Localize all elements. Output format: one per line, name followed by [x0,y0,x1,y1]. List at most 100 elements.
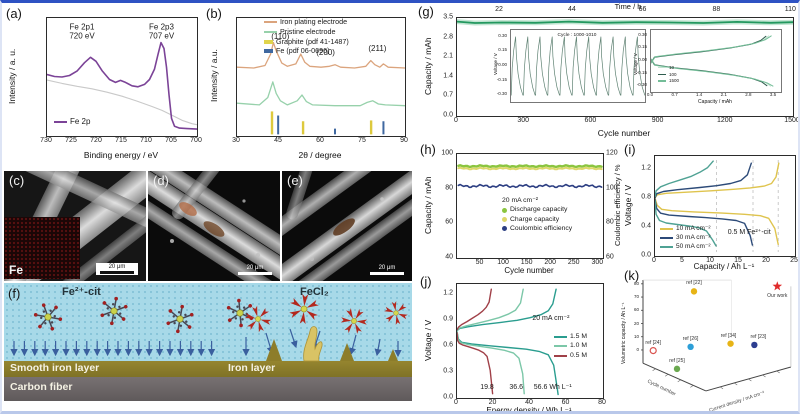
legend-swatch [502,207,507,213]
scale-bar-line [100,271,134,274]
series-line [457,332,494,395]
panel-j-energy-density: (j) Voltage / V 1.5 M 1.0 M 0.5 M Energy d… [418,271,624,414]
tick-label: 110 [784,6,796,13]
tick-label: 44 [568,6,576,13]
tick-label: 700 [190,137,202,144]
panel-label-e: (e) [287,173,303,188]
legend-h: 20 mA cm⁻² Discharge capacity Charge capac… [502,197,572,233]
tick-label: 0 [636,346,639,352]
legend-item: Pristine electrode [264,27,349,36]
tick-label: 0.7 [443,91,453,99]
panel-label-j: (j) [420,274,432,289]
scale-bar-line [370,272,404,275]
tick-label: 0.0 [641,251,651,259]
y-axis-label: Capacity / mAh [423,176,433,234]
capacity-voltage-inset [650,29,782,93]
tick-label: 22 [495,6,503,13]
legend-item: Fe (pdf 06-0696) [264,47,349,55]
tick-label: 0 [652,257,656,264]
series-line [655,198,754,246]
tick-label: 50 [475,259,484,266]
series-line [651,35,772,64]
legend-item: 1.5 M [554,333,587,341]
tick-label: 80 [606,218,614,226]
x-axis-label: Energy density / Wh L⁻¹ [486,406,572,414]
tick-label: 120 [606,149,618,157]
tick-label: 300 [517,117,530,124]
legend-item: 50 mA cm⁻² [660,243,711,250]
panel-label-h: (h) [420,142,436,157]
series-line [655,162,753,199]
carbon-fiber-label: Carbon fiber [10,381,73,393]
tick-label: 60 [561,399,570,406]
annotation: (200) [316,48,335,58]
fe-eds-map-inset: Fe [4,217,80,279]
data-point [690,288,698,295]
tick-label: -0.15 [496,76,507,82]
legend-label: 10 [669,65,675,70]
annotation: 0.5 M Fe²⁺-cit [727,229,771,237]
annotation: 36.6 [509,384,524,392]
legend-label: Iron plating electrode [280,17,348,26]
tick-label: 20 [762,257,770,264]
legend-label: 0.5 M [570,351,587,359]
annotation: Fe 2p3 707 eV [148,22,175,41]
series-line [237,41,405,69]
smooth-iron-layer-label: Smooth iron layer [10,362,100,374]
tick-label: 100 [606,184,618,192]
inset2-x-label: Capacity / mAh [698,99,732,105]
legend-swatch [658,66,666,69]
panel-k-comparison-3d: (k) Volumetric capacity / Ah L⁻¹ Cycle n… [621,269,798,411]
legend-label: Graphite (pdf 41-1487) [276,36,349,46]
data-point-label: ref [23] [750,333,767,340]
data-point [687,343,694,351]
scale-bar: 20 μm [96,263,138,275]
tick-label: 100 [497,259,509,266]
panel-label-f: (f) [8,286,21,301]
data-point-label: ref [26] [682,335,699,342]
legend-label: 100 [669,71,677,77]
y-axis-label: Intensity / a.u. [209,49,219,103]
legend-i: 10 mA cm⁻² 30 mA cm⁻² 50 mA cm⁻² [660,225,711,250]
tick-label: 1.2 [443,289,453,297]
tick-label: 10 [706,257,714,264]
legend-swatch [502,226,507,232]
legend-label: Charge capacity [510,215,560,223]
series-line [511,36,645,96]
series-line [237,81,405,107]
tick-label: 715 [115,137,127,144]
tick-label: 0.15 [498,47,507,53]
capacity-plot [456,153,604,259]
fe-inset-label: Fe [9,263,24,277]
panel-f-schematic: (f) Fe²⁺-cit FeCl₂ Smooth iron layer Iro… [4,283,412,405]
tick-label: 0.30 [638,31,647,37]
series-line [457,331,525,395]
series-line [655,160,714,198]
data-point-label: ref [25] [669,357,685,364]
tick-label: 2.8 [745,92,752,97]
panel-d-sem: (d) 20 μm [148,171,280,281]
top-axis-label: Time / h [614,2,642,11]
tick-label: 30 [232,137,240,144]
tick-label: 0.00 [498,61,507,67]
tick-label: 20 [633,320,639,326]
legend-swatch [54,120,67,123]
panel-e-sem: (e) 20 μm [282,171,412,281]
legend-item: 10 mA cm⁻² [660,225,711,232]
y-axis-label: Voltage / V [423,319,433,361]
annotation: Cycle : 1000-1010 [557,33,597,39]
tick-label: 70 [633,293,639,299]
legend-item: 30 mA cm⁻² [660,234,711,241]
tick-label: 0 [454,117,458,124]
legend-item: Iron plating electrode [264,17,349,26]
tick-label: 1500 [784,117,800,124]
panel-c-sem: Fe (c) 20 μm [4,171,146,281]
tick-label: -0.30 [496,90,507,96]
legend-item: 0.5 M [554,352,587,360]
legend-label: Coulombic efficiency [510,224,573,232]
series-line [457,288,492,331]
panel-label-g: (g) [418,4,434,19]
data-point-label: ref [24] [645,339,661,346]
series-line [457,183,603,189]
tick-label: 0.6 [443,341,453,349]
